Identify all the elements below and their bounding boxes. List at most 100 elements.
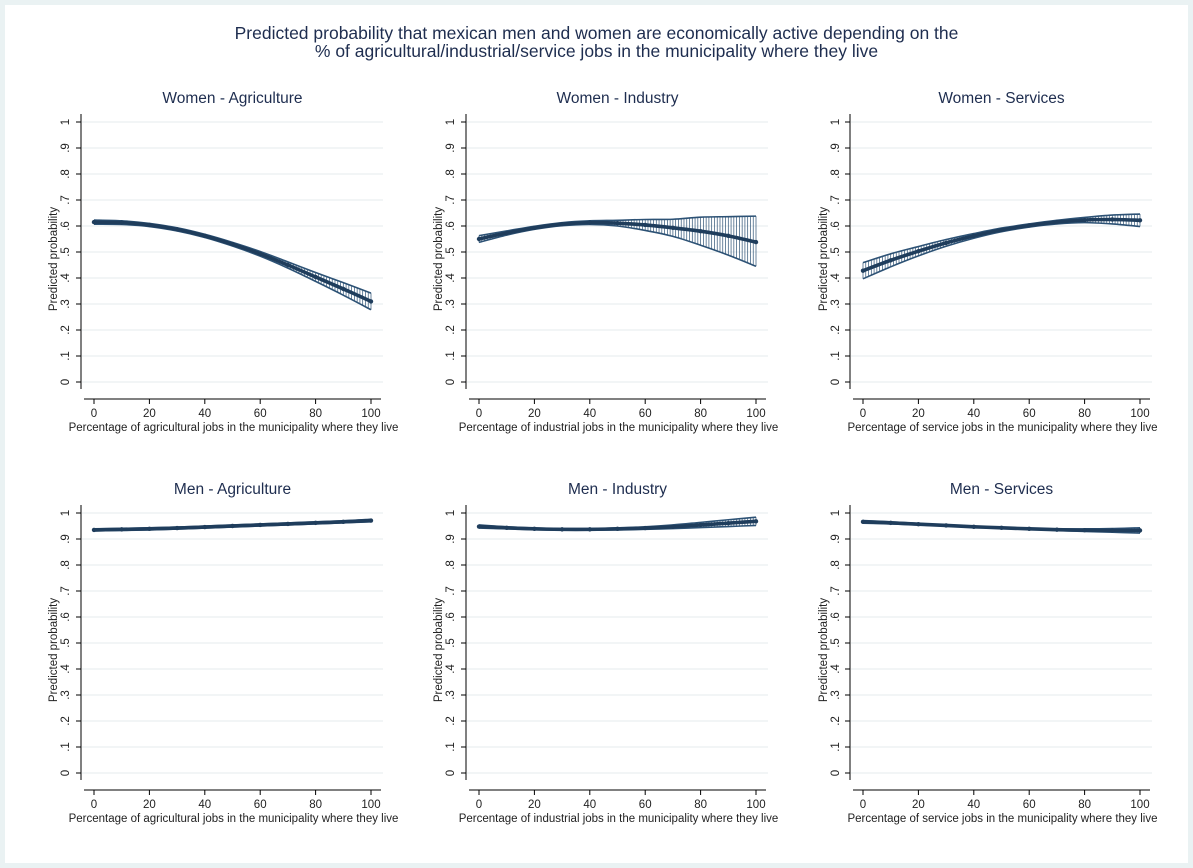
data-point xyxy=(559,527,565,532)
x-tick-label: 0 xyxy=(476,408,482,420)
y-tick-label: .1 xyxy=(445,351,457,361)
y-tick-label: 1 xyxy=(830,510,842,516)
data-point xyxy=(1027,223,1032,228)
y-tick-label: 0 xyxy=(830,770,842,776)
x-tick-label: 80 xyxy=(309,799,322,811)
chart-panel-2: Women - Industry 0 .1 .2 .3 .4 .5 .6 .7 .8 .9 1 0 20 4… xyxy=(433,90,778,434)
x-tick-label: 40 xyxy=(198,799,211,811)
x-tick-label: 20 xyxy=(912,408,925,420)
panel-title: Men - Agriculture xyxy=(174,481,291,498)
y-tick-label: .6 xyxy=(60,612,72,622)
y-tick-label: .2 xyxy=(830,716,842,726)
x-tick-label: 20 xyxy=(143,799,156,811)
ci-lower-cap xyxy=(93,223,372,311)
x-tick-label: 20 xyxy=(912,799,925,811)
x-axis-label: Percentage of service jobs in the munici… xyxy=(847,813,1157,825)
data-point xyxy=(504,525,509,531)
data-point xyxy=(860,268,866,273)
data-point xyxy=(341,519,346,525)
x-tick-label: 40 xyxy=(583,408,596,420)
y-tick-label: .2 xyxy=(60,716,72,726)
x-tick-label: 100 xyxy=(361,408,380,420)
x-tick-label: 60 xyxy=(254,408,267,420)
x-tick-label: 100 xyxy=(1130,799,1149,811)
y-tick-label: .9 xyxy=(60,143,72,153)
data-point xyxy=(726,520,731,526)
y-tick-label: 0 xyxy=(60,770,72,776)
data-point xyxy=(943,523,949,528)
x-axis-label: Percentage of agricultural jobs in the m… xyxy=(69,422,399,434)
chart-panel-6: Men - Services 0 .1 .2 .3 .4 .5 .6 .7 .8 .9 1 0 20 40 6… xyxy=(818,481,1158,825)
data-point xyxy=(476,236,482,242)
data-point xyxy=(119,527,124,532)
y-tick-label: .7 xyxy=(60,586,72,596)
data-point xyxy=(1110,217,1115,222)
y-tick-label: .1 xyxy=(445,742,457,752)
chart-panel-5: Men - Industry 0 .1 .2 .3 .4 .5 .6 .7 .8 .9 1 0 20 40 6… xyxy=(433,481,778,825)
panel-title: Women - Services xyxy=(938,90,1065,107)
data-point xyxy=(504,230,509,236)
data-point xyxy=(670,524,676,529)
y-tick-label: .2 xyxy=(60,325,72,335)
figure-title-line-1: Predicted probability that mexican men a… xyxy=(234,23,959,43)
data-point xyxy=(888,520,893,526)
panel-title: Women - Agriculture xyxy=(162,90,302,107)
y-tick-label: .4 xyxy=(830,664,842,674)
y-tick-label: .1 xyxy=(830,351,842,361)
y-tick-label: .4 xyxy=(445,273,457,283)
x-tick-label: 80 xyxy=(1078,799,1091,811)
y-tick-label: .2 xyxy=(445,716,457,726)
y-tick-label: .6 xyxy=(445,221,457,231)
y-tick-label: .7 xyxy=(445,195,457,205)
data-point xyxy=(1137,218,1143,223)
x-axis-label: Percentage of agricultural jobs in the m… xyxy=(69,813,399,825)
x-tick-label: 40 xyxy=(583,799,596,811)
y-tick-label: .6 xyxy=(445,612,457,622)
data-point xyxy=(341,286,346,292)
y-tick-label: 1 xyxy=(445,119,457,125)
y-tick-label: .5 xyxy=(830,638,842,648)
y-tick-label: .7 xyxy=(60,195,72,205)
data-point xyxy=(643,222,648,228)
data-point xyxy=(615,220,620,226)
y-tick-label: 1 xyxy=(830,119,842,125)
x-axis-label: Percentage of industrial jobs in the mun… xyxy=(459,813,779,825)
x-tick-label: 40 xyxy=(967,799,980,811)
y-tick-label: .8 xyxy=(830,560,842,570)
data-point xyxy=(698,229,703,234)
y-tick-label: .3 xyxy=(830,690,842,700)
data-point xyxy=(999,227,1004,233)
y-tick-label: .5 xyxy=(830,247,842,257)
data-point xyxy=(202,233,207,239)
y-tick-label: .5 xyxy=(445,247,457,257)
y-tick-label: .1 xyxy=(60,742,72,752)
x-tick-label: 100 xyxy=(746,799,765,811)
y-tick-label: .4 xyxy=(60,664,72,674)
y-tick-label: .2 xyxy=(445,325,457,335)
data-point xyxy=(532,526,537,532)
y-tick-label: 0 xyxy=(445,770,457,776)
chart-panel-1: Women - Agriculture0.1.2.3.4.5.6.7.8.910… xyxy=(48,90,398,434)
data-point xyxy=(916,249,921,254)
data-point xyxy=(888,258,893,263)
x-tick-label: 100 xyxy=(746,408,765,420)
y-tick-label: .5 xyxy=(60,638,72,648)
y-tick-label: .3 xyxy=(60,299,72,309)
y-tick-label: .4 xyxy=(830,273,842,283)
y-axis-label: Predicted probability xyxy=(48,207,60,311)
data-point xyxy=(532,225,537,231)
y-tick-label: .8 xyxy=(830,169,842,179)
data-point xyxy=(230,242,235,247)
figure-title: Predicted probability that mexican men a… xyxy=(5,24,1188,60)
data-point xyxy=(587,220,592,225)
y-tick-label: .9 xyxy=(830,143,842,153)
y-tick-label: .3 xyxy=(830,299,842,309)
y-tick-label: .8 xyxy=(60,169,72,179)
y-tick-label: 1 xyxy=(445,510,457,516)
series-line xyxy=(861,217,1142,273)
y-tick-label: .9 xyxy=(830,534,842,544)
data-point xyxy=(916,521,921,527)
y-tick-label: .4 xyxy=(60,273,72,283)
x-tick-label: 20 xyxy=(528,408,541,420)
data-point xyxy=(202,524,207,530)
